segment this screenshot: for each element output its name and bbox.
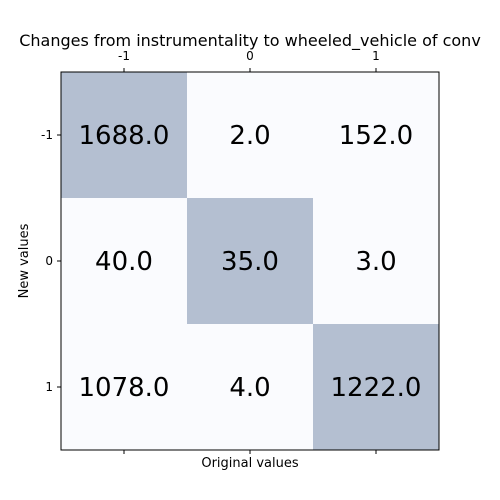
x-tick-label-0: -1	[118, 49, 130, 63]
y-tick-label-1: 0	[45, 254, 53, 268]
cell-value-r2-c0: 1078.0	[79, 373, 170, 403]
cell-value-r1-c1: 35.0	[221, 247, 279, 277]
cell-value-r0-c1: 2.0	[229, 121, 270, 151]
cell-value-r0-c2: 152.0	[339, 121, 413, 151]
chart-title: Changes from instrumentality to wheeled_…	[19, 31, 481, 51]
heatmap-cell-r2-c0	[61, 324, 187, 450]
heatmap-cell-r1-c1	[187, 198, 313, 324]
cell-value-r2-c1: 4.0	[229, 373, 270, 403]
heatmap-cells	[61, 72, 439, 450]
cell-value-r0-c0: 1688.0	[79, 121, 170, 151]
heatmap-cell-r1-c0	[61, 198, 187, 324]
x-tick-label-2: 1	[372, 49, 380, 63]
y-tick-label-2: 1	[45, 380, 53, 394]
axis-ticks: -1 0 1 -1 0 1	[41, 49, 380, 454]
cell-value-r2-c2: 1222.0	[331, 373, 422, 403]
x-axis-label: Original values	[201, 456, 299, 471]
heatmap-cell-r0-c2	[313, 72, 439, 198]
heatmap-cell-r0-c0	[61, 72, 187, 198]
heatmap-cell-r2-c2	[313, 324, 439, 450]
heatmap-cell-r1-c2	[313, 198, 439, 324]
y-axis-label: New values	[17, 223, 32, 298]
cell-value-r1-c2: 3.0	[355, 247, 396, 277]
heatmap-cell-r0-c1	[187, 72, 313, 198]
y-tick-label-0: -1	[41, 128, 53, 142]
heatmap-cell-labels: 1688.0 2.0 152.0 40.0 35.0 3.0 1078.0 4.0 1222.0	[79, 121, 422, 403]
cell-value-r1-c0: 40.0	[95, 247, 153, 277]
x-tick-label-1: 0	[246, 49, 254, 63]
heatmap-cell-r2-c1	[187, 324, 313, 450]
